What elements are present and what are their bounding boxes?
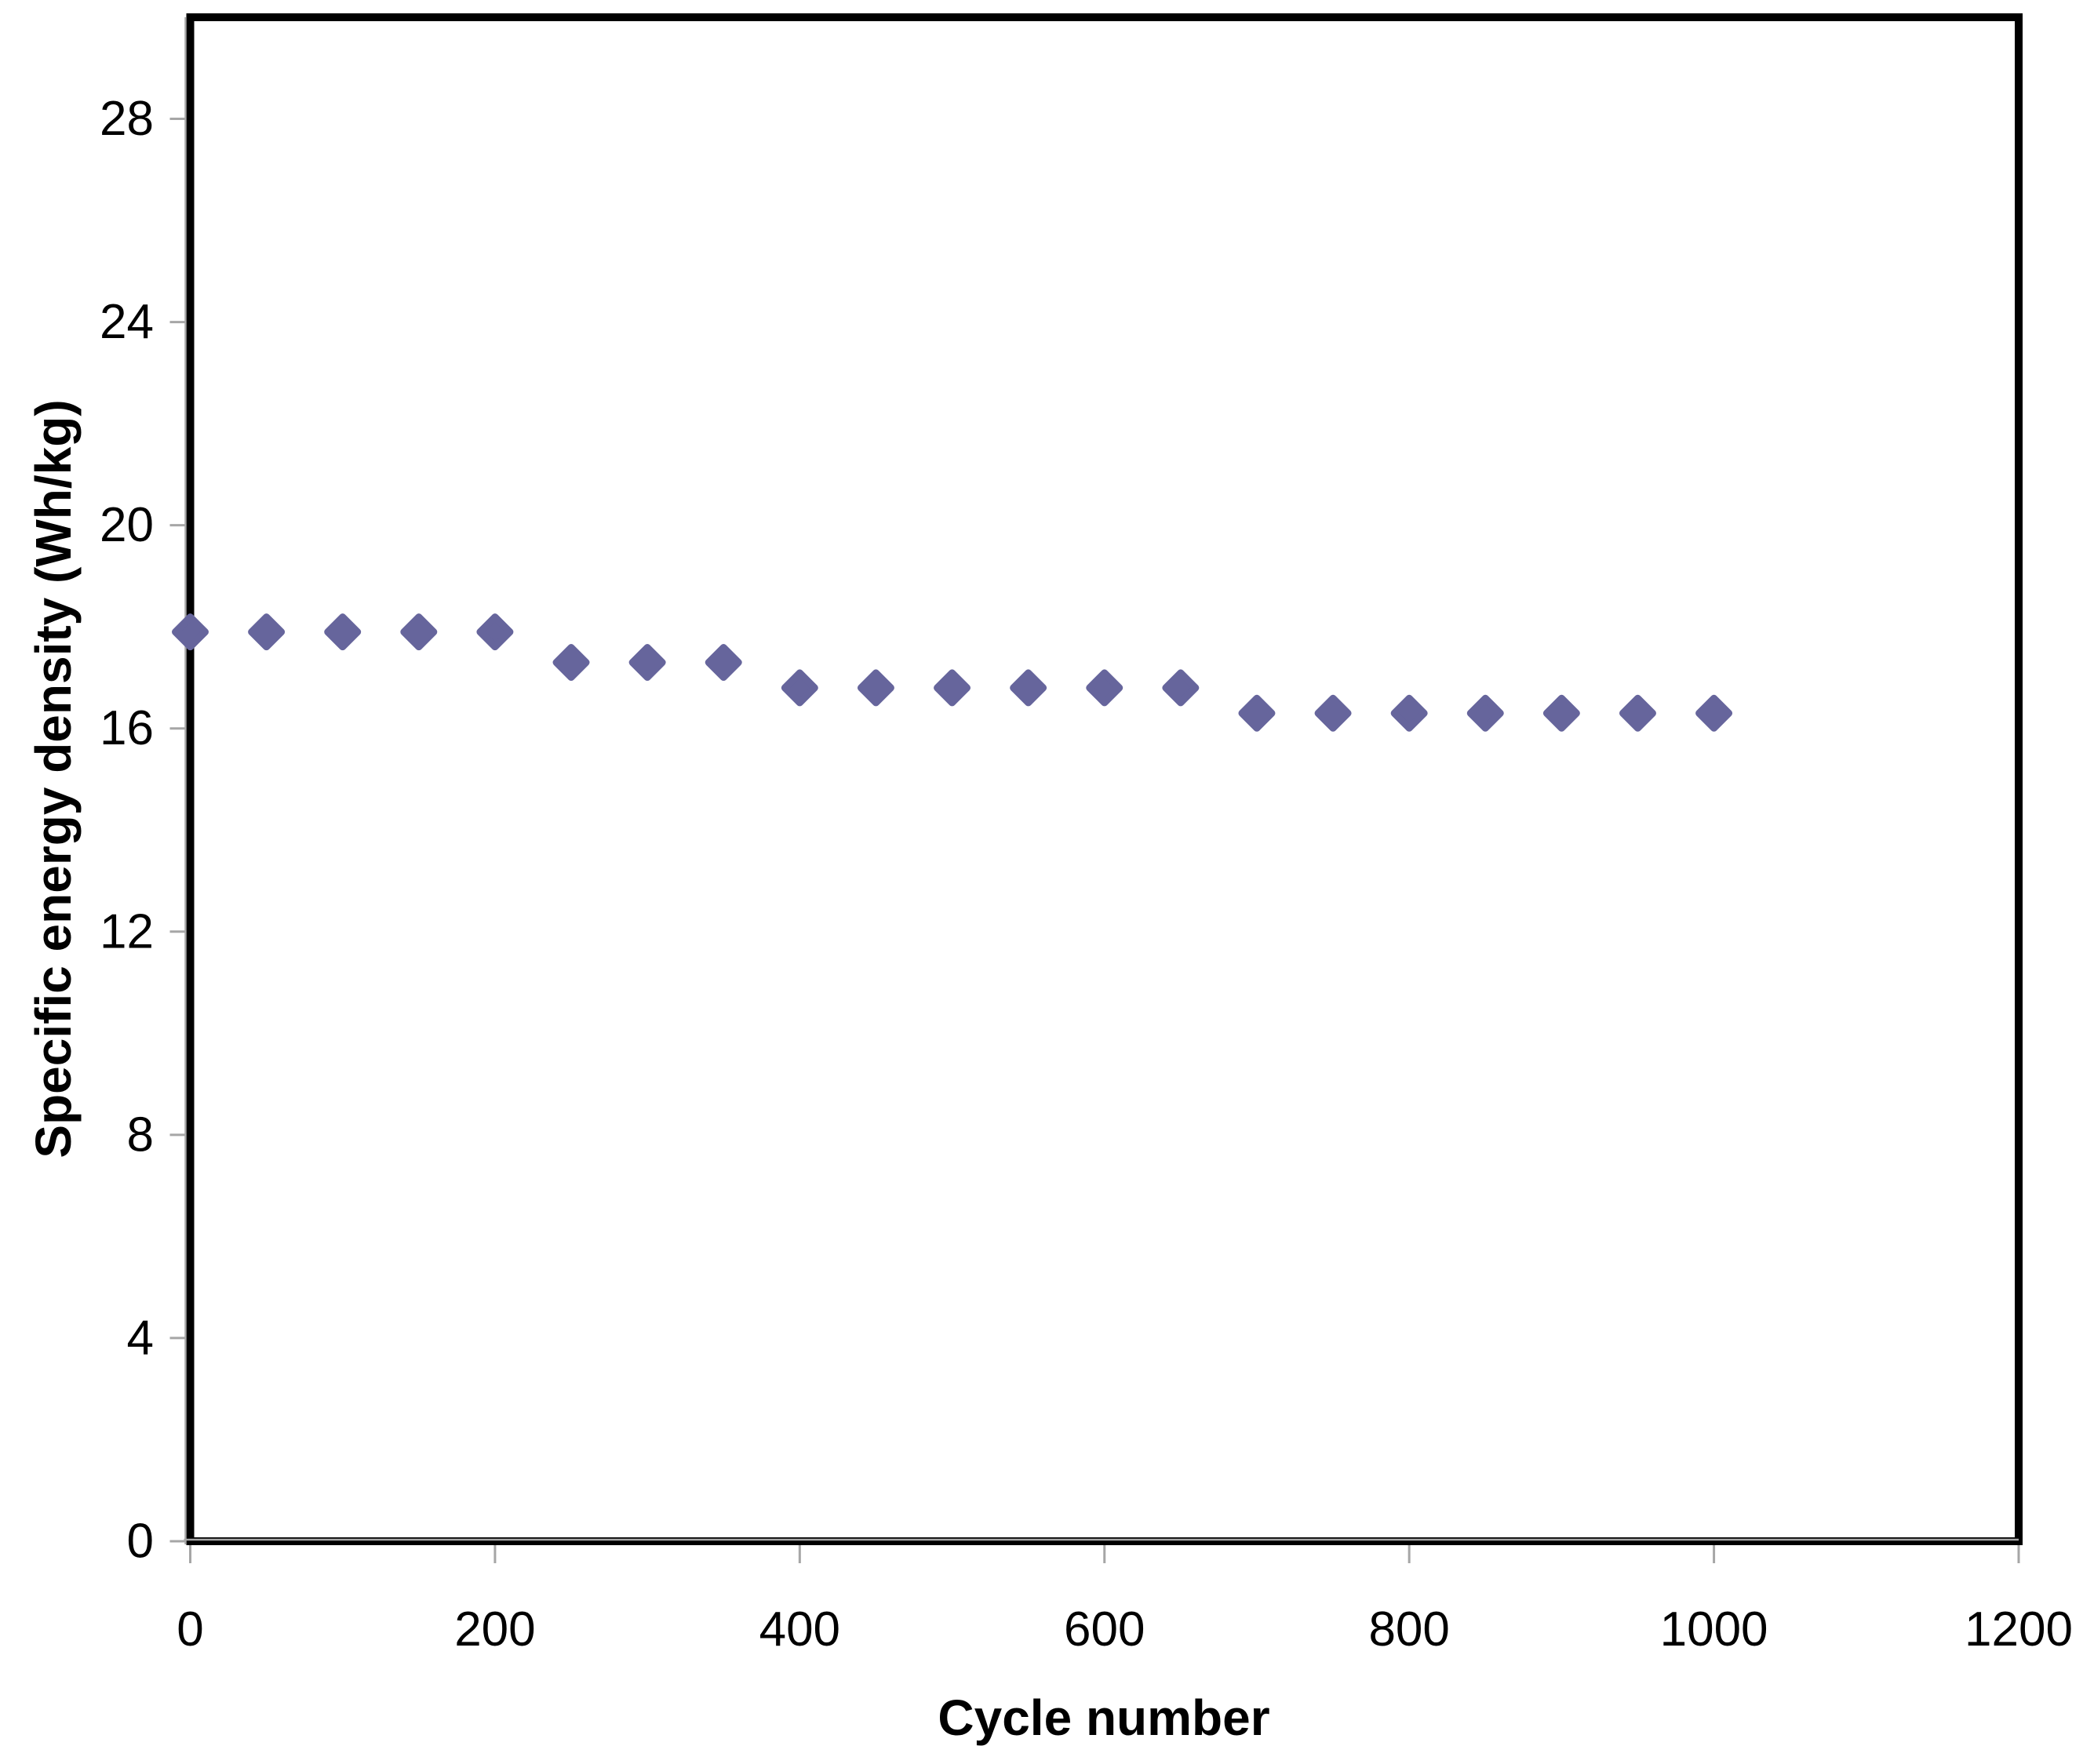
data-point xyxy=(628,644,666,682)
data-point xyxy=(1390,694,1428,732)
x-tick-label: 600 xyxy=(1064,1602,1145,1657)
data-point xyxy=(934,669,971,707)
data-point xyxy=(1238,694,1276,732)
data-point xyxy=(1695,694,1733,732)
y-tick-label: 12 xyxy=(100,904,154,958)
data-point xyxy=(1010,669,1047,707)
x-tick-label: 800 xyxy=(1368,1602,1449,1657)
y-axis-title: Specific energy density (Wh/kg) xyxy=(25,399,82,1158)
x-tick-label: 1000 xyxy=(1660,1602,1768,1657)
data-point xyxy=(1086,669,1123,707)
x-tick-label: 0 xyxy=(177,1602,203,1657)
y-tick-label: 20 xyxy=(100,498,154,552)
data-point xyxy=(1619,694,1656,732)
data-point xyxy=(172,613,209,651)
data-point xyxy=(248,613,286,651)
data-point xyxy=(1542,694,1580,732)
y-tick-label: 0 xyxy=(127,1515,154,1569)
data-point xyxy=(781,669,818,707)
data-point xyxy=(324,613,362,651)
data-point xyxy=(1466,694,1504,732)
plot-frame xyxy=(186,13,2023,1545)
y-tick-label: 8 xyxy=(127,1108,154,1162)
y-tick-label: 16 xyxy=(100,701,154,755)
y-tick-label: 24 xyxy=(100,295,154,349)
data-point xyxy=(705,644,742,682)
data-point xyxy=(857,669,894,707)
data-point xyxy=(1314,694,1352,732)
data-point xyxy=(1162,669,1200,707)
data-point xyxy=(476,613,514,651)
x-axis-title: Cycle number xyxy=(938,1689,1270,1746)
y-tick-label: 28 xyxy=(100,92,154,146)
x-tick-label: 1200 xyxy=(1965,1602,2073,1657)
y-tick-label: 4 xyxy=(127,1311,154,1365)
data-point xyxy=(552,644,590,682)
x-tick-label: 400 xyxy=(759,1602,840,1657)
data-point xyxy=(400,613,438,651)
x-tick-label: 200 xyxy=(454,1602,535,1657)
